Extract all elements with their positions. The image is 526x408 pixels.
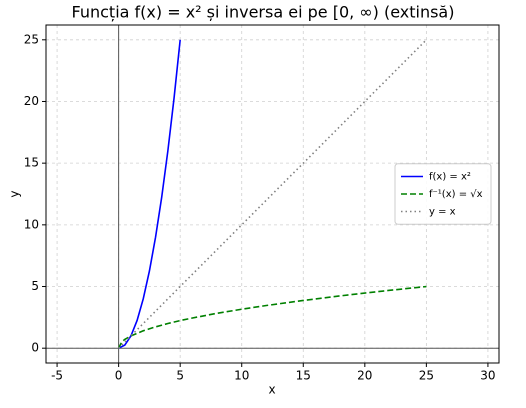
x-tick-label: 10 xyxy=(234,369,249,383)
legend-label: f(x) = x² xyxy=(429,172,471,183)
y-tick-label: 20 xyxy=(24,94,39,108)
x-tick-label: 20 xyxy=(357,369,372,383)
y-tick-label: 15 xyxy=(24,156,39,170)
x-tick-label: -5 xyxy=(51,369,63,383)
chart-title: Funcția f(x) = x² și inversa ei pe [0, ∞… xyxy=(72,3,455,22)
x-tick-label: 0 xyxy=(115,369,123,383)
y-tick-label: 25 xyxy=(24,32,39,46)
series-line xyxy=(118,39,181,349)
plot-frame xyxy=(45,24,500,364)
y-axis-label: y xyxy=(8,190,22,197)
series-line xyxy=(118,39,427,349)
series-line xyxy=(117,285,427,349)
x-tick-label: 25 xyxy=(419,369,434,383)
legend-label: f⁻¹(x) = √x xyxy=(429,189,483,200)
y-tick-label: 5 xyxy=(31,279,39,293)
legend-label: y = x xyxy=(429,207,456,218)
x-tick-label: 5 xyxy=(176,369,184,383)
y-tick-label: 0 xyxy=(31,341,39,355)
x-tick-label: 15 xyxy=(296,369,311,383)
y-tick-label: 10 xyxy=(24,217,39,231)
x-axis-label: x xyxy=(268,383,275,397)
legend-box xyxy=(394,163,492,225)
x-tick-label: 30 xyxy=(480,369,495,383)
